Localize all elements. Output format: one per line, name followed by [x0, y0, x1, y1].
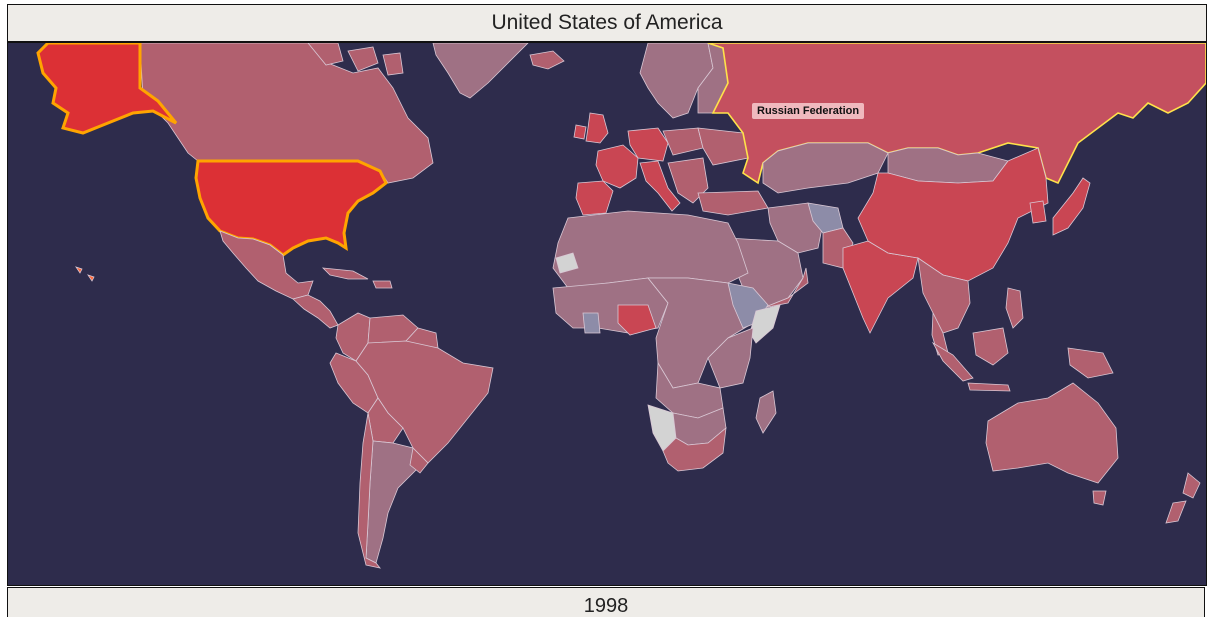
- country-new-zealand[interactable]: [1165, 472, 1201, 524]
- year-display: 1998: [7, 587, 1205, 617]
- country-tasmania[interactable]: [1092, 490, 1107, 506]
- world-map[interactable]: Russian Federation: [7, 42, 1207, 586]
- tooltip-label: Russian Federation: [757, 105, 860, 117]
- country-turkey[interactable]: [697, 190, 769, 216]
- country-italy[interactable]: [639, 160, 681, 212]
- country-yemen-oman[interactable]: [762, 267, 809, 309]
- country-java[interactable]: [967, 382, 1011, 392]
- country-borneo[interactable]: [972, 327, 1009, 366]
- country-madagascar[interactable]: [755, 390, 777, 434]
- country-ghana[interactable]: [582, 312, 601, 334]
- selected-country-label: United States of America: [491, 11, 723, 34]
- country-iceland[interactable]: [529, 50, 565, 70]
- country-hispaniola[interactable]: [372, 280, 393, 289]
- country-chile[interactable]: [357, 412, 382, 569]
- country-spain[interactable]: [575, 180, 614, 216]
- country-canada-islands[interactable]: [307, 43, 404, 76]
- country-cuba[interactable]: [321, 267, 369, 280]
- country-philippines[interactable]: [1005, 287, 1024, 329]
- map-widget: United States of America: [7, 4, 1207, 617]
- world-map-svg[interactable]: [8, 43, 1206, 585]
- country-germany[interactable]: [627, 127, 669, 162]
- country-korea[interactable]: [1029, 200, 1047, 224]
- country-north-africa[interactable]: [552, 210, 749, 289]
- country-mexico[interactable]: [219, 230, 314, 300]
- country-usa-hawaii[interactable]: [75, 266, 95, 282]
- country-sumatra[interactable]: [931, 341, 974, 382]
- country-indochina[interactable]: [917, 257, 971, 334]
- country-china[interactable]: [857, 147, 1049, 282]
- country-greenland[interactable]: [432, 43, 529, 99]
- country-canada[interactable]: [139, 43, 434, 184]
- country-usa-alaska[interactable]: [36, 43, 178, 135]
- year-label: 1998: [583, 595, 629, 617]
- country-new-guinea[interactable]: [1067, 347, 1114, 379]
- country-nigeria[interactable]: [617, 304, 657, 336]
- country-kazakhstan[interactable]: [762, 142, 889, 194]
- country-hover-tooltip: Russian Federation: [752, 103, 865, 119]
- country-japan[interactable]: [1052, 177, 1091, 236]
- country-poland[interactable]: [662, 127, 704, 156]
- country-south-africa[interactable]: [662, 427, 727, 472]
- country-western-sahara[interactable]: [555, 252, 579, 274]
- country-ireland[interactable]: [573, 124, 587, 140]
- country-usa[interactable]: [194, 159, 388, 257]
- country-uk[interactable]: [585, 112, 609, 144]
- selected-country-title: United States of America: [7, 4, 1207, 42]
- country-brazil[interactable]: [355, 340, 494, 464]
- country-france[interactable]: [595, 144, 639, 189]
- country-ukraine[interactable]: [697, 127, 749, 166]
- country-uruguay[interactable]: [409, 447, 429, 474]
- country-australia[interactable]: [985, 382, 1119, 484]
